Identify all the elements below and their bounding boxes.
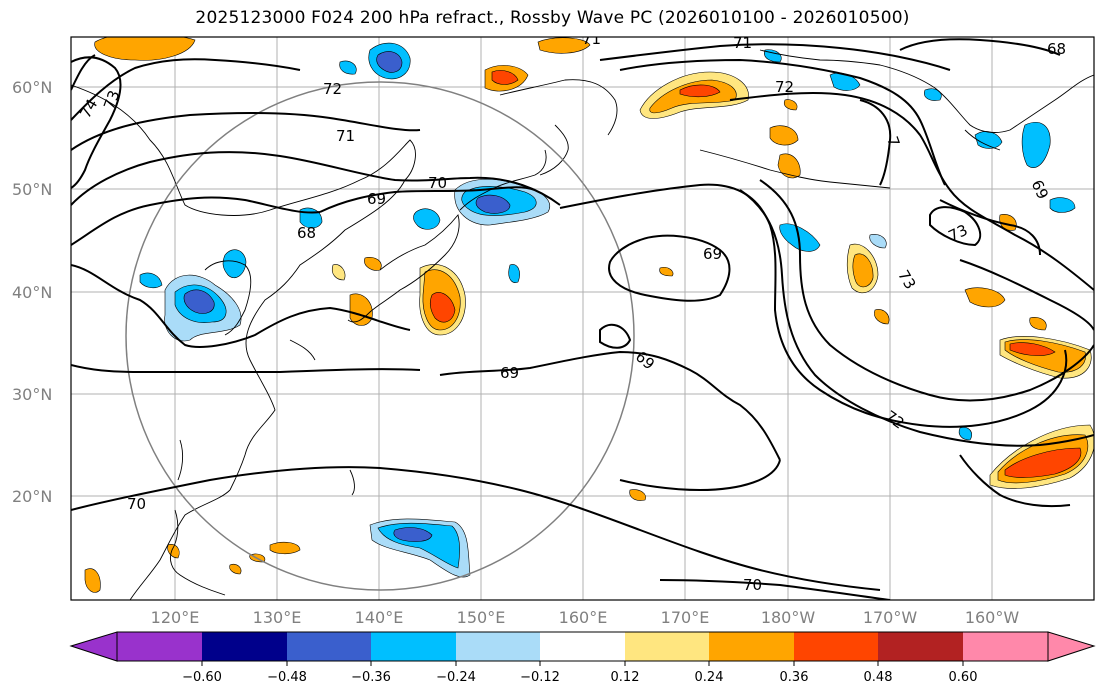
colorbar-arrow-right: [1047, 631, 1096, 662]
colorbar-tick: −0.12: [520, 670, 560, 685]
contour-label: 71: [336, 127, 355, 145]
colorbar-tick: 0.48: [864, 670, 893, 685]
contour-label: 69: [367, 190, 386, 208]
contour-label: 68: [1047, 40, 1066, 58]
colorbar-tick: −0.60: [182, 670, 222, 685]
colorbar-tick: 0.36: [780, 670, 809, 685]
reference-circle: [125, 81, 635, 591]
lon-label: 180°W: [761, 608, 816, 627]
colorbar-segment: [371, 632, 456, 661]
contour-label: 70: [743, 576, 762, 594]
colorbar-segment: [878, 632, 963, 661]
colorbar-segment: [963, 632, 1048, 661]
contour-label: 70: [127, 495, 146, 513]
contour-label: 70: [428, 174, 447, 192]
colorbar-segment: [287, 632, 371, 661]
contour-label: 73: [100, 88, 123, 112]
colorbar-tick: −0.48: [267, 670, 307, 685]
contour-label: 71: [582, 30, 601, 48]
negative-shading: [139, 42, 1076, 578]
contour-label: 71: [733, 34, 752, 52]
colorbar-segment: [117, 632, 202, 661]
contour-label: 68: [297, 224, 316, 242]
colorbar-arrow-left: [69, 631, 118, 662]
lon-label: 140°E: [355, 608, 404, 627]
lon-label: 170°E: [661, 608, 710, 627]
colorbar-tick: −0.24: [436, 670, 476, 685]
lon-label: 160°E: [559, 608, 608, 627]
colorbar-tick: 0.12: [611, 670, 640, 685]
contour-label: 72: [323, 80, 342, 98]
map-title: 2025123000 F024 200 hPa refract., Rossby…: [195, 8, 910, 28]
lat-label: 40°N: [12, 283, 52, 302]
lon-label: 150°E: [457, 608, 506, 627]
colorbar-segment: [540, 632, 625, 661]
lat-label: 20°N: [12, 487, 52, 506]
latitude-labels: 60°N 50°N 40°N 30°N 20°N: [12, 78, 52, 506]
map-frame: [70, 36, 1095, 601]
contour-label: 69: [703, 245, 722, 263]
colorbar-segment: [794, 632, 878, 661]
contour-lines: [71, 38, 1094, 600]
lon-label: 130°E: [253, 608, 302, 627]
coastlines: [71, 49, 1094, 600]
lon-label: 120°E: [151, 608, 200, 627]
lat-label: 60°N: [12, 78, 52, 97]
positive-shading: [84, 37, 1094, 593]
colorbar-tick: −0.36: [351, 670, 391, 685]
map-panel: 74 73 72 71 71 70 69 68 69 69 69 73 73 7…: [71, 30, 1094, 600]
colorbar-segment: [709, 632, 794, 661]
lat-label: 50°N: [12, 180, 52, 199]
longitude-labels: 120°E 130°E 140°E 150°E 160°E 170°E 180°…: [151, 608, 1020, 627]
colorbar: −0.60 −0.48 −0.36 −0.24 −0.12 0.12 0.24 …: [69, 631, 1096, 685]
contour-label: 72: [775, 78, 794, 96]
colorbar-tick: 0.60: [949, 670, 978, 685]
colorbar-segment: [456, 632, 540, 661]
lon-label: 160°W: [965, 608, 1020, 627]
lon-label: 170°W: [863, 608, 918, 627]
colorbar-segment: [202, 632, 287, 661]
lat-label: 30°N: [12, 385, 52, 404]
colorbar-segment: [625, 632, 709, 661]
contour-label: 69: [500, 364, 519, 382]
colorbar-tick: 0.24: [695, 670, 724, 685]
